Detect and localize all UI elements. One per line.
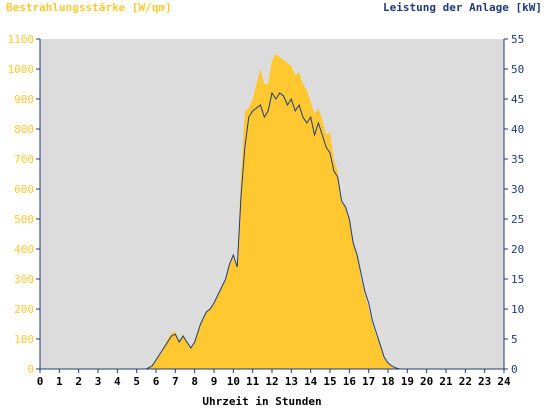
left-tick-label: 600 [14, 183, 34, 196]
right-tick-label: 10 [511, 303, 524, 316]
x-tick-label: 1 [56, 375, 63, 388]
right-tick-label: 55 [511, 33, 524, 46]
x-tick-label: 10 [227, 375, 240, 388]
x-tick-label: 4 [114, 375, 121, 388]
x-tick-label: 8 [191, 375, 198, 388]
irradiance-area [40, 54, 504, 369]
x-tick-label: 21 [439, 375, 453, 388]
x-tick-label: 13 [285, 375, 298, 388]
x-tick-label: 22 [459, 375, 472, 388]
x-tick-label: 15 [323, 375, 336, 388]
x-tick-label: 2 [75, 375, 82, 388]
x-axis-title: Uhrzeit in Stunden [202, 395, 321, 408]
left-tick-label: 1000 [8, 63, 35, 76]
left-tick-label: 100 [14, 333, 34, 346]
x-tick-label: 23 [478, 375, 491, 388]
x-axis-ticks: 0 1 2 3 4 5 6 7 8 9 10 11 12 13 14 15 16 17 18 19 20 21 22 23 24 [37, 369, 511, 388]
right-tick-label: 25 [511, 213, 524, 226]
right-tick-label: 20 [511, 243, 524, 256]
x-tick-label: 7 [172, 375, 179, 388]
right-tick-label: 30 [511, 183, 524, 196]
x-tick-label: 11 [246, 375, 260, 388]
x-tick-label: 6 [153, 375, 160, 388]
right-tick-label: 5 [511, 333, 518, 346]
x-tick-label: 18 [381, 375, 394, 388]
left-tick-label: 900 [14, 93, 34, 106]
power-line [40, 91, 504, 370]
left-tick-label: 1100 [8, 33, 35, 46]
right-tick-label: 0 [511, 363, 518, 376]
x-tick-label: 24 [497, 375, 511, 388]
left-tick-label: 0 [27, 363, 34, 376]
x-tick-label: 17 [362, 375, 375, 388]
x-tick-label: 9 [211, 375, 218, 388]
x-tick-label: 16 [343, 375, 357, 388]
right-tick-label: 15 [511, 273, 524, 286]
left-tick-label: 200 [14, 303, 34, 316]
x-tick-label: 5 [133, 375, 140, 388]
right-axis-ticks: 0 5 10 15 20 25 30 35 40 45 50 55 [504, 33, 524, 376]
left-axis-title: Bestrahlungsstärke [W/qm] [6, 1, 172, 14]
x-tick-label: 20 [420, 375, 433, 388]
left-tick-label: 300 [14, 273, 34, 286]
right-axis-title: Leistung der Anlage [kW] [383, 1, 542, 14]
right-tick-label: 50 [511, 63, 524, 76]
right-tick-label: 35 [511, 153, 524, 166]
left-tick-label: 400 [14, 243, 34, 256]
left-tick-label: 700 [14, 153, 34, 166]
left-axis-ticks: 0 100 200 300 400 500 600 700 800 900 1000 1100 [8, 33, 40, 376]
right-tick-label: 40 [511, 123, 524, 136]
x-tick-label: 12 [265, 375, 278, 388]
x-tick-label: 0 [37, 375, 44, 388]
x-tick-label: 19 [401, 375, 414, 388]
x-tick-label: 3 [95, 375, 102, 388]
x-tick-label: 14 [304, 375, 318, 388]
left-tick-label: 500 [14, 213, 34, 226]
left-tick-label: 800 [14, 123, 34, 136]
right-tick-label: 45 [511, 93, 524, 106]
